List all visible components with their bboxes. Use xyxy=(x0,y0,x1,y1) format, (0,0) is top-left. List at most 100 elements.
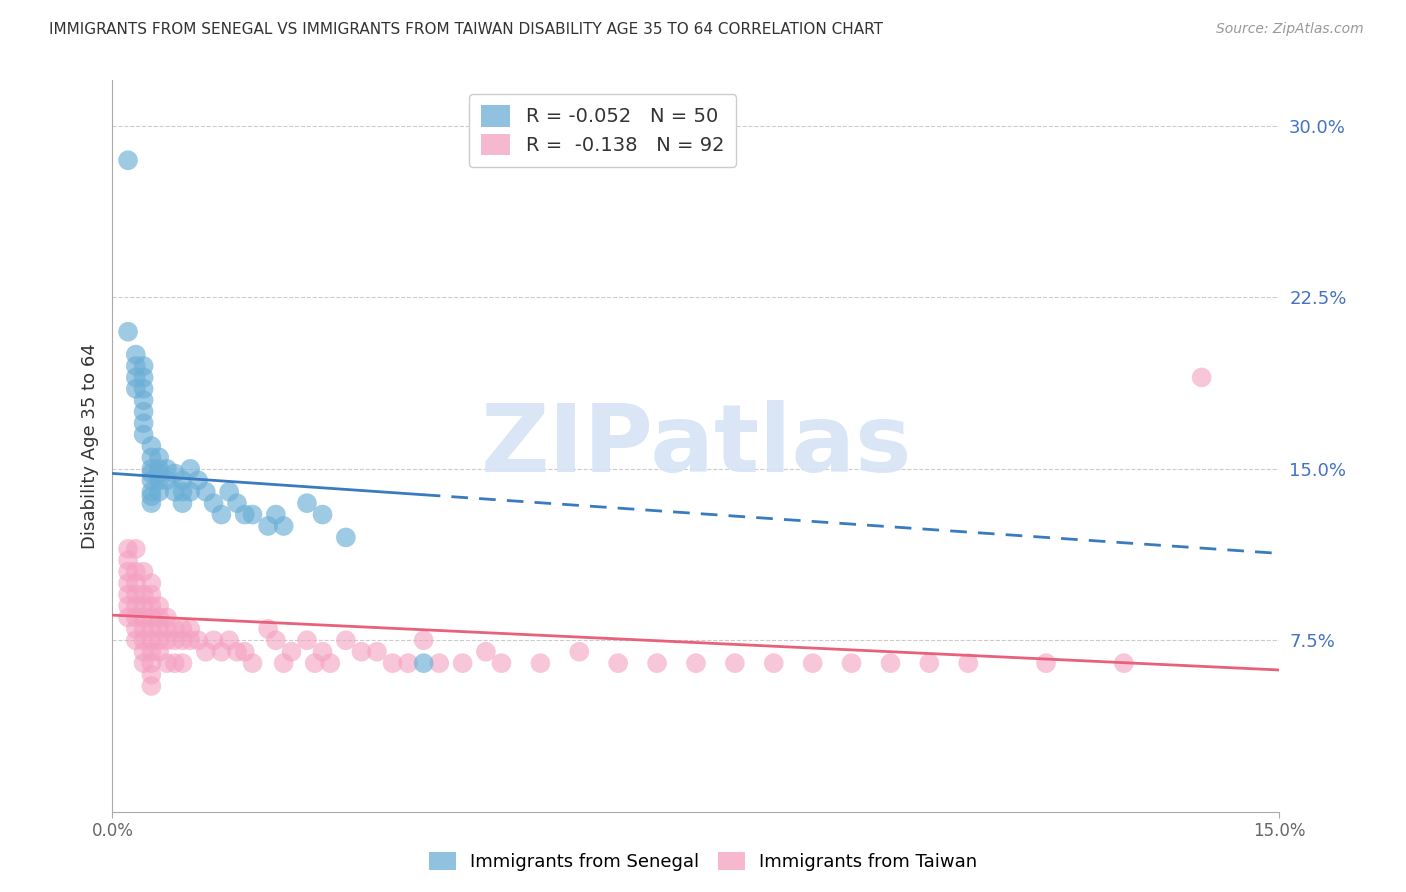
Point xyxy=(148,645,170,659)
Point xyxy=(209,508,232,522)
Point xyxy=(141,622,163,636)
Point xyxy=(125,370,148,384)
Point xyxy=(257,622,280,636)
Point xyxy=(141,645,163,659)
Point xyxy=(841,656,863,670)
Point xyxy=(141,588,163,602)
Point xyxy=(125,599,148,613)
Y-axis label: Disability Age 35 to 64: Disability Age 35 to 64 xyxy=(80,343,98,549)
Point xyxy=(335,633,357,648)
Point xyxy=(141,489,163,503)
Point xyxy=(172,633,194,648)
Point xyxy=(132,599,155,613)
Point xyxy=(412,633,434,648)
Point xyxy=(179,462,201,476)
Point xyxy=(172,473,194,487)
Point xyxy=(163,622,186,636)
Point xyxy=(141,439,163,453)
Point xyxy=(1308,656,1330,670)
Point xyxy=(172,622,194,636)
Point xyxy=(396,656,419,670)
Point xyxy=(148,633,170,648)
Point xyxy=(117,153,139,168)
Point xyxy=(117,325,139,339)
Point xyxy=(132,645,155,659)
Point xyxy=(179,484,201,499)
Point xyxy=(148,467,170,481)
Point xyxy=(194,484,217,499)
Point xyxy=(148,484,170,499)
Point xyxy=(163,467,186,481)
Point xyxy=(125,382,148,396)
Point xyxy=(141,462,163,476)
Text: IMMIGRANTS FROM SENEGAL VS IMMIGRANTS FROM TAIWAN DISABILITY AGE 35 TO 64 CORREL: IMMIGRANTS FROM SENEGAL VS IMMIGRANTS FR… xyxy=(49,22,883,37)
Point xyxy=(132,588,155,602)
Point xyxy=(141,610,163,624)
Point xyxy=(366,645,388,659)
Point xyxy=(125,576,148,591)
Point xyxy=(125,347,148,362)
Point xyxy=(132,633,155,648)
Point xyxy=(762,656,785,670)
Point xyxy=(957,656,980,670)
Point xyxy=(163,633,186,648)
Point xyxy=(264,508,287,522)
Point xyxy=(475,645,498,659)
Point xyxy=(125,565,148,579)
Point xyxy=(125,610,148,624)
Point xyxy=(141,667,163,681)
Point xyxy=(568,645,591,659)
Point xyxy=(117,610,139,624)
Point xyxy=(156,656,179,670)
Point xyxy=(1112,656,1135,670)
Point xyxy=(141,679,163,693)
Point xyxy=(607,656,630,670)
Point xyxy=(117,541,139,556)
Legend: Immigrants from Senegal, Immigrants from Taiwan: Immigrants from Senegal, Immigrants from… xyxy=(422,845,984,879)
Point xyxy=(132,656,155,670)
Point xyxy=(412,656,434,670)
Point xyxy=(148,462,170,476)
Point xyxy=(163,484,186,499)
Point xyxy=(209,645,232,659)
Point xyxy=(319,656,342,670)
Point xyxy=(132,359,155,373)
Point xyxy=(194,645,217,659)
Point xyxy=(141,473,163,487)
Point xyxy=(172,496,194,510)
Point xyxy=(304,656,326,670)
Point xyxy=(172,656,194,670)
Point xyxy=(117,553,139,567)
Point xyxy=(156,473,179,487)
Point xyxy=(132,393,155,408)
Point xyxy=(187,633,209,648)
Text: ZIPatlas: ZIPatlas xyxy=(481,400,911,492)
Point xyxy=(132,382,155,396)
Point xyxy=(148,473,170,487)
Point xyxy=(132,370,155,384)
Point xyxy=(1035,656,1057,670)
Point xyxy=(141,633,163,648)
Point xyxy=(491,656,513,670)
Point xyxy=(179,633,201,648)
Point xyxy=(273,519,295,533)
Point xyxy=(125,622,148,636)
Point xyxy=(132,622,155,636)
Point xyxy=(451,656,474,670)
Point xyxy=(879,656,901,670)
Point xyxy=(148,622,170,636)
Point xyxy=(295,496,318,510)
Point xyxy=(381,656,404,670)
Point xyxy=(801,656,824,670)
Point xyxy=(156,622,179,636)
Point xyxy=(156,610,179,624)
Point xyxy=(218,633,240,648)
Point xyxy=(233,508,256,522)
Point xyxy=(141,467,163,481)
Point xyxy=(125,541,148,556)
Point xyxy=(724,656,747,670)
Point xyxy=(1191,370,1213,384)
Point xyxy=(226,496,249,510)
Point xyxy=(350,645,373,659)
Point xyxy=(311,645,333,659)
